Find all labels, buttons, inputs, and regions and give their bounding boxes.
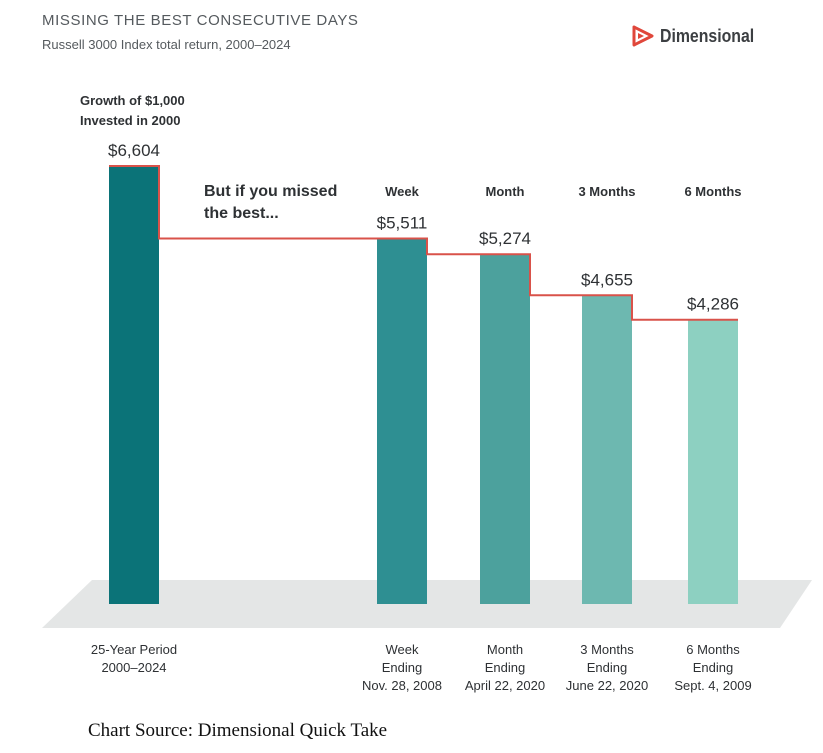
bar-bottom-label: Ending bbox=[587, 660, 627, 675]
bar-value-label: $4,655 bbox=[581, 270, 633, 289]
bar-1 bbox=[109, 166, 159, 604]
bar-bottom-label: 3 Months bbox=[580, 642, 634, 657]
bar-value-label: $4,286 bbox=[687, 295, 739, 314]
bar-bottom-label: 2000–2024 bbox=[101, 660, 166, 675]
bar-header-label: 3 Months bbox=[578, 184, 635, 199]
bar-bottom-label: Nov. 28, 2008 bbox=[362, 678, 442, 693]
first-bar-caption: Invested in 2000 bbox=[80, 113, 180, 128]
bar-bottom-label: April 22, 2020 bbox=[465, 678, 545, 693]
first-bar-caption: Growth of $1,000 bbox=[80, 93, 185, 108]
brand-logo: Dimensional bbox=[632, 25, 767, 47]
bar-bottom-label: Sept. 4, 2009 bbox=[674, 678, 751, 693]
bar-4 bbox=[582, 295, 632, 604]
bar-bottom-label: Ending bbox=[382, 660, 422, 675]
bar-header-label: Month bbox=[486, 184, 525, 199]
bar-bottom-label: 6 Months bbox=[686, 642, 740, 657]
chart-title: MISSING THE BEST CONSECUTIVE DAYS bbox=[42, 12, 359, 29]
bar-bottom-label: Ending bbox=[485, 660, 525, 675]
brand-name: Dimensional bbox=[660, 25, 755, 46]
bar-header-label: 6 Months bbox=[684, 184, 741, 199]
dimensional-logo-icon bbox=[632, 25, 654, 47]
bar-bottom-label: Month bbox=[487, 642, 523, 657]
bar-header-label: Week bbox=[385, 184, 419, 199]
annotation-text: the best... bbox=[204, 205, 279, 222]
bar-bottom-label: June 22, 2020 bbox=[566, 678, 648, 693]
chart-subtitle: Russell 3000 Index total return, 2000–20… bbox=[42, 37, 291, 52]
bar-bottom-label: 25-Year Period bbox=[91, 642, 177, 657]
bar-value-label: $5,274 bbox=[479, 229, 531, 248]
bar-chart: $6,604 25-Year Period 2000–2024 $5,511 Week W… bbox=[42, 93, 812, 693]
bar-3 bbox=[480, 254, 530, 604]
bar-bottom-label: Ending bbox=[693, 660, 733, 675]
bar-2 bbox=[377, 238, 427, 604]
chart-source: Chart Source: Dimensional Quick Take bbox=[88, 720, 388, 741]
bar-value-label: $6,604 bbox=[108, 141, 160, 160]
annotation-text: But if you missed bbox=[204, 183, 337, 200]
bar-5 bbox=[688, 319, 738, 604]
bar-value-label: $5,511 bbox=[377, 213, 428, 232]
bar-bottom-label: Week bbox=[386, 642, 419, 657]
missed-days-step-line bbox=[109, 165, 738, 321]
